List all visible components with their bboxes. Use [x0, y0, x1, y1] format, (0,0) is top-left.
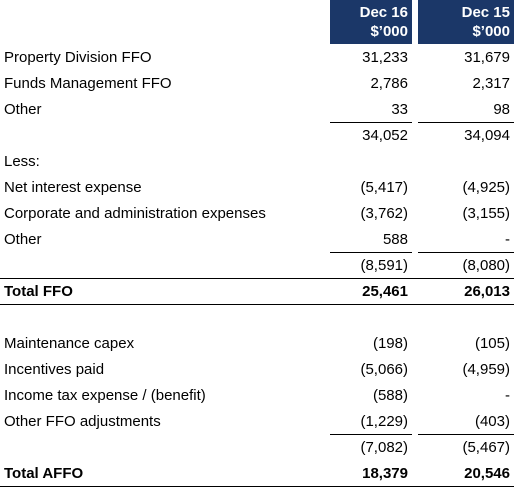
- column-rule: [330, 434, 412, 435]
- row-value: -: [505, 387, 510, 404]
- row-value: 34,094: [464, 127, 510, 144]
- column-header: Dec 16 $’000: [330, 0, 412, 44]
- row-label: Property Division FFO: [4, 49, 152, 66]
- row-label: Corporate and administration expenses: [4, 205, 266, 222]
- row-label: Incentives paid: [4, 361, 105, 378]
- row-value: (4,925): [462, 179, 510, 196]
- header-line: $’000: [370, 23, 408, 40]
- row-value: (4,959): [462, 361, 510, 378]
- row-label: Maintenance capex: [4, 335, 135, 352]
- row-rule: [0, 304, 514, 305]
- row-value: (105): [474, 335, 510, 352]
- column-rule: [418, 122, 514, 123]
- row-label: Net interest expense: [4, 179, 142, 196]
- row-label: Other: [4, 231, 42, 248]
- row-label: Funds Management FFO: [4, 75, 172, 92]
- row-value: 20,546: [464, 465, 510, 482]
- row-label: Other: [4, 101, 42, 118]
- column-rule: [330, 122, 412, 123]
- row-rule: [0, 486, 514, 487]
- row-value: 33: [391, 101, 408, 118]
- row-value: 31,679: [464, 49, 510, 66]
- row-value: (198): [372, 335, 408, 352]
- row-value: (5,417): [360, 179, 408, 196]
- row-value: 31,233: [362, 49, 408, 66]
- row-value: (8,080): [462, 257, 510, 274]
- row-value: 26,013: [464, 283, 510, 300]
- row-value: (403): [474, 413, 510, 430]
- row-value: 34,052: [362, 127, 408, 144]
- row-value: (8,591): [360, 257, 408, 274]
- row-value: (7,082): [360, 439, 408, 456]
- row-value: (3,762): [360, 205, 408, 222]
- row-label: Total AFFO: [4, 465, 84, 482]
- column-rule: [418, 252, 514, 253]
- row-value: (588): [372, 387, 408, 404]
- row-value: 2,317: [472, 75, 510, 92]
- row-value: 588: [382, 231, 408, 248]
- column-rule: [330, 252, 412, 253]
- row-value: 25,461: [362, 283, 408, 300]
- row-value: (3,155): [462, 205, 510, 222]
- column-rule: [418, 434, 514, 435]
- row-value: 98: [493, 101, 510, 118]
- header-line: Dec 15: [461, 4, 510, 21]
- row-label: Income tax expense / (benefit): [4, 387, 206, 404]
- row-label: Total FFO: [4, 283, 73, 300]
- header-line: Dec 16: [359, 4, 408, 21]
- row-value: 2,786: [370, 75, 408, 92]
- row-value: -: [505, 231, 510, 248]
- column-header: Dec 15 $’000: [418, 0, 514, 44]
- row-label: Less:: [4, 153, 40, 170]
- row-value: (5,467): [462, 439, 510, 456]
- row-value: (5,066): [360, 361, 408, 378]
- header-line: $’000: [472, 23, 510, 40]
- row-value: 18,379: [362, 465, 408, 482]
- row-value: (1,229): [360, 413, 408, 430]
- row-rule: [0, 278, 514, 279]
- row-label: Other FFO adjustments: [4, 413, 161, 430]
